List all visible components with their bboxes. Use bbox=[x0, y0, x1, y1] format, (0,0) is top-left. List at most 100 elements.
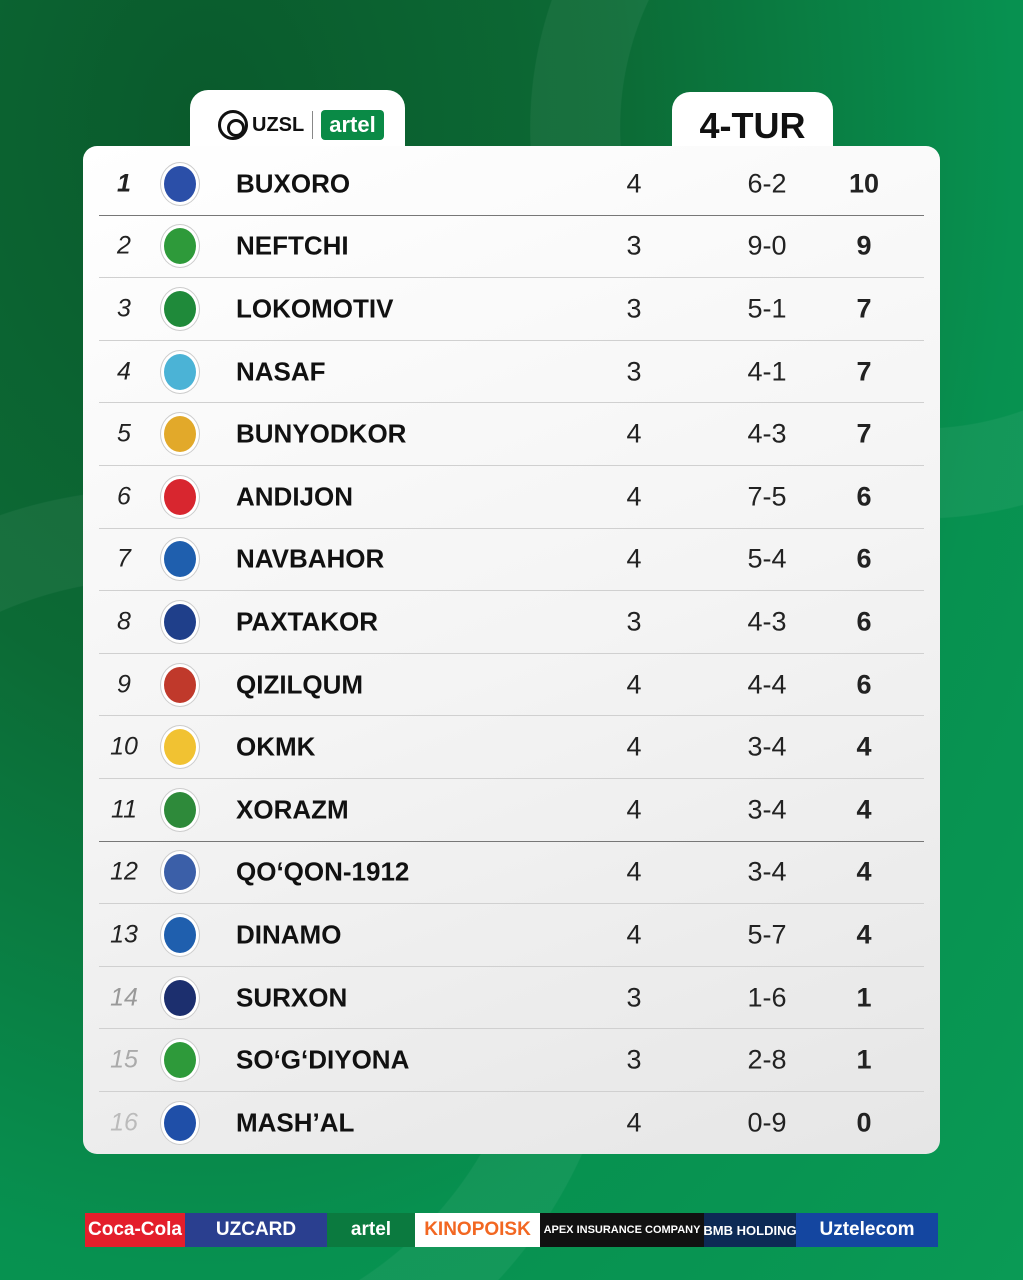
points: 4 bbox=[856, 731, 872, 762]
rank: 1 bbox=[117, 169, 131, 198]
games-played: 4 bbox=[626, 794, 642, 825]
team-name: ANDIJON bbox=[236, 481, 354, 512]
points: 0 bbox=[856, 1107, 872, 1138]
goals: 3-4 bbox=[747, 856, 787, 887]
rank: 10 bbox=[110, 732, 138, 761]
table-row: 1 BUXORO 4 6-2 10 bbox=[99, 153, 924, 216]
games-played: 4 bbox=[626, 168, 642, 199]
uzsl-logo: UZSL bbox=[218, 110, 304, 140]
team-name: XORAZM bbox=[236, 794, 349, 825]
games-played: 4 bbox=[626, 543, 642, 574]
goals: 3-4 bbox=[747, 731, 787, 762]
sponsor-logo: artel bbox=[327, 1213, 415, 1247]
rank: 15 bbox=[110, 1045, 138, 1074]
table-row: 13 DINAMO 4 5-7 4 bbox=[99, 904, 924, 967]
team-name: QO‘QON-1912 bbox=[236, 856, 410, 887]
goals: 7-5 bbox=[747, 481, 787, 512]
team-logo-icon bbox=[161, 1102, 199, 1145]
team-logo-icon bbox=[161, 1039, 199, 1082]
games-played: 3 bbox=[626, 606, 642, 637]
rank: 4 bbox=[117, 357, 131, 386]
games-played: 4 bbox=[626, 669, 642, 700]
games-played: 3 bbox=[626, 230, 642, 261]
points: 7 bbox=[856, 418, 872, 449]
team-logo-icon bbox=[161, 538, 199, 581]
table-row: 12 QO‘QON-1912 4 3-4 4 bbox=[99, 842, 924, 905]
team-name: SURXON bbox=[236, 982, 348, 1013]
rank: 16 bbox=[110, 1108, 138, 1137]
games-played: 4 bbox=[626, 1107, 642, 1138]
ball-icon bbox=[218, 110, 248, 140]
rank: 14 bbox=[110, 983, 138, 1012]
games-played: 4 bbox=[626, 856, 642, 887]
games-played: 3 bbox=[626, 982, 642, 1013]
team-name: NASAF bbox=[236, 356, 326, 387]
games-played: 4 bbox=[626, 731, 642, 762]
rank: 12 bbox=[110, 857, 138, 886]
rank: 6 bbox=[117, 482, 131, 511]
team-name: BUNYODKOR bbox=[236, 418, 407, 449]
goals: 5-4 bbox=[747, 543, 787, 574]
table-row: 3 LOKOMOTIV 3 5-1 7 bbox=[99, 278, 924, 341]
goals: 0-9 bbox=[747, 1107, 787, 1138]
goals: 9-0 bbox=[747, 230, 787, 261]
goals: 6-2 bbox=[747, 168, 787, 199]
team-name: LOKOMOTIV bbox=[236, 293, 394, 324]
divider bbox=[312, 111, 314, 139]
goals: 5-7 bbox=[747, 919, 787, 950]
table-row: 8 PAXTAKOR 3 4-3 6 bbox=[99, 591, 924, 654]
goals: 4-3 bbox=[747, 418, 787, 449]
points: 7 bbox=[856, 356, 872, 387]
team-logo-icon bbox=[161, 851, 199, 894]
team-logo-icon bbox=[161, 475, 199, 518]
games-played: 4 bbox=[626, 418, 642, 449]
league-name: UZSL bbox=[252, 113, 305, 136]
games-played: 3 bbox=[626, 293, 642, 324]
goals: 2-8 bbox=[747, 1044, 787, 1075]
games-played: 3 bbox=[626, 1044, 642, 1075]
sponsor-logo: UZCARD bbox=[185, 1213, 327, 1247]
goals: 4-1 bbox=[747, 356, 787, 387]
table-row: 15 SO‘G‘DIYONA 3 2-8 1 bbox=[99, 1029, 924, 1092]
table-row: 6 ANDIJON 4 7-5 6 bbox=[99, 466, 924, 529]
team-logo-icon bbox=[161, 350, 199, 393]
games-played: 4 bbox=[626, 481, 642, 512]
rank: 8 bbox=[117, 607, 131, 636]
table-row: 2 NEFTCHI 3 9-0 9 bbox=[99, 216, 924, 279]
table-row: 16 MASH’AL 4 0-9 0 bbox=[99, 1092, 924, 1155]
goals: 1-6 bbox=[747, 982, 787, 1013]
sponsor-logo: APEX INSURANCE COMPANY bbox=[540, 1213, 704, 1247]
team-name: MASH’AL bbox=[236, 1107, 355, 1138]
points: 6 bbox=[856, 543, 872, 574]
team-logo-icon bbox=[161, 788, 199, 831]
points: 4 bbox=[856, 856, 872, 887]
table-row: 5 BUNYODKOR 4 4-3 7 bbox=[99, 403, 924, 466]
goals: 5-1 bbox=[747, 293, 787, 324]
points: 6 bbox=[856, 669, 872, 700]
points: 6 bbox=[856, 481, 872, 512]
games-played: 4 bbox=[626, 919, 642, 950]
table-row: 9 QIZILQUM 4 4-4 6 bbox=[99, 654, 924, 717]
points: 10 bbox=[848, 168, 880, 199]
points: 6 bbox=[856, 606, 872, 637]
goals: 4-4 bbox=[747, 669, 787, 700]
goals: 4-3 bbox=[747, 606, 787, 637]
team-logo-icon bbox=[161, 663, 199, 706]
points: 4 bbox=[856, 794, 872, 825]
sponsor-logo: Coca-Cola bbox=[85, 1213, 185, 1247]
games-played: 3 bbox=[626, 356, 642, 387]
team-logo-icon bbox=[161, 413, 199, 456]
points: 9 bbox=[856, 230, 872, 261]
rank: 7 bbox=[117, 544, 131, 573]
points: 7 bbox=[856, 293, 872, 324]
team-name: DINAMO bbox=[236, 919, 342, 950]
team-name: NAVBAHOR bbox=[236, 543, 385, 574]
team-logo-icon bbox=[161, 600, 199, 643]
sponsor-logo: BMB HOLDING bbox=[703, 1213, 797, 1247]
rank: 9 bbox=[117, 670, 131, 699]
table-row: 7 NAVBAHOR 4 5-4 6 bbox=[99, 529, 924, 592]
table-row: 11 XORAZM 4 3-4 4 bbox=[99, 779, 924, 842]
sponsor-logo: Uztelecom bbox=[796, 1213, 938, 1247]
team-logo-icon bbox=[161, 287, 199, 330]
